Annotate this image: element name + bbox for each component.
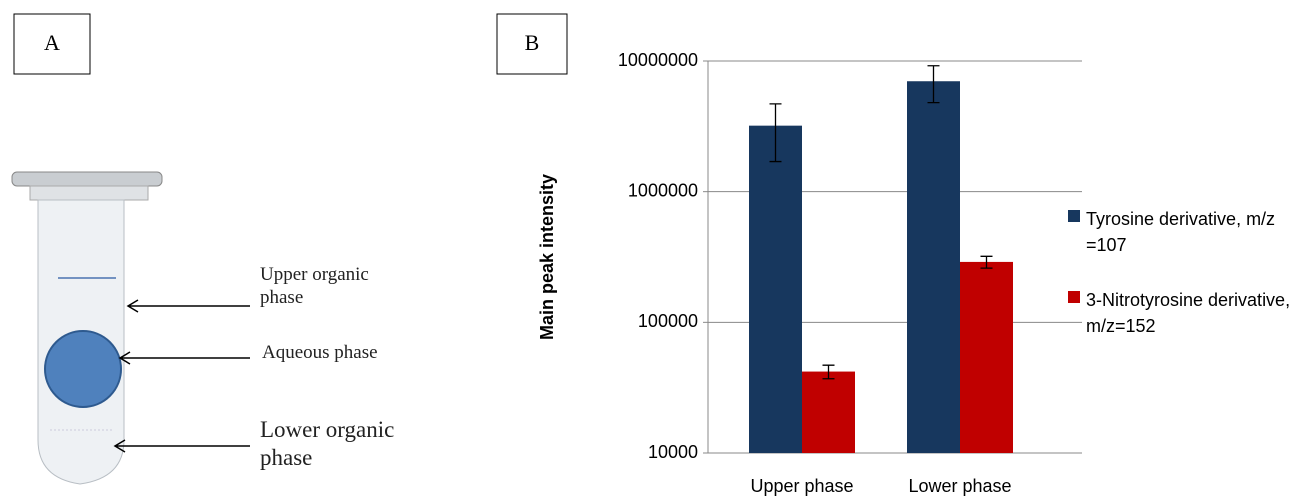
annotation: Aqueous phase [262, 342, 378, 363]
y-tick-label: 1000000 [628, 180, 698, 200]
error-bar [980, 255, 993, 269]
error-bar [769, 103, 782, 163]
bar [960, 261, 1013, 453]
panel-label: A [44, 30, 60, 55]
annotation: Lower organic phase [260, 417, 395, 470]
bar [802, 371, 855, 453]
y-tick-label: 10000000 [618, 50, 698, 70]
arrows [113, 299, 250, 453]
legend-label: Tyrosine derivative, m/z =107 [1086, 209, 1276, 256]
legend-swatch [1068, 210, 1080, 222]
legend-swatch [1068, 291, 1080, 303]
tube [11, 171, 163, 485]
error-bar [927, 65, 940, 104]
y-axis-title: Main peak intensity [537, 174, 557, 340]
panel-label-box [13, 13, 91, 75]
bar [907, 81, 960, 453]
annotation: Upper organic phase [260, 264, 369, 308]
y-tick-label: 100000 [638, 311, 698, 331]
x-tick-label: Lower phase [908, 476, 1011, 496]
legend-label: 3-Nitrotyrosine derivative, m/z=152 [1086, 290, 1291, 337]
panel-label: B [525, 30, 540, 55]
x-tick-label: Upper phase [750, 476, 853, 496]
y-tick-label: 10000 [648, 442, 698, 462]
error-bar [822, 364, 835, 380]
bar [749, 125, 802, 453]
panel-label-box [496, 13, 568, 75]
